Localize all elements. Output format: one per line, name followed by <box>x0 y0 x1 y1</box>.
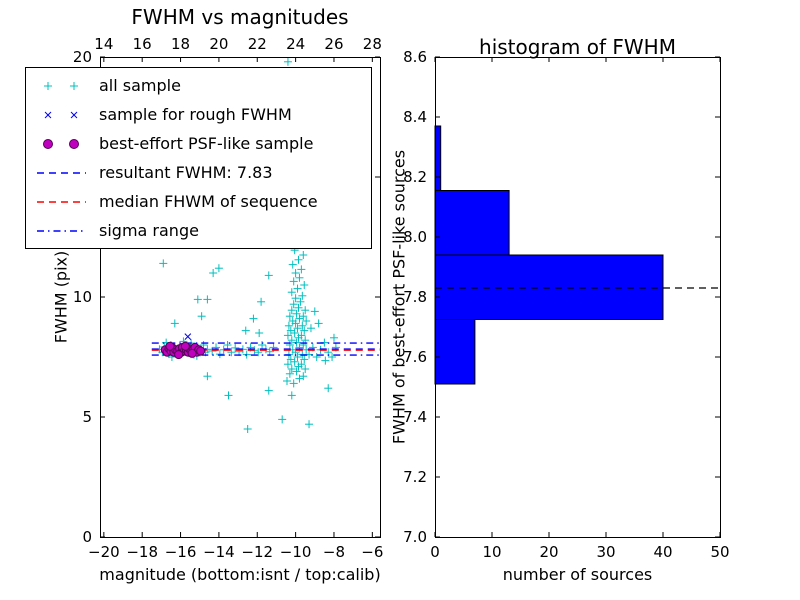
hist-bar <box>434 319 476 385</box>
histogram-title: histogram of FWHM <box>479 35 676 59</box>
hist-ytick-label: 8.6 <box>403 48 427 66</box>
scatter-ytick-label: 5 <box>82 408 92 426</box>
histogram-ylabel: FWHM of best-effort PSF-like sources <box>389 149 409 445</box>
hist-xtick-label: 50 <box>710 543 729 561</box>
hist-ytick-label: 7.6 <box>403 348 427 366</box>
legend-label: all sample <box>99 76 181 95</box>
scatter-top-xtick-label: 14 <box>94 35 113 53</box>
scatter-xtick-label: −18 <box>126 543 158 561</box>
dash-legend-icon <box>37 229 86 232</box>
plus-legend-icon <box>44 81 78 90</box>
legend-label: median FHWM of sequence <box>99 192 318 211</box>
legend-entry-2: best-effort PSF-like sample <box>26 129 371 158</box>
hist-ytick-label: 7.8 <box>403 288 427 306</box>
legend-label: best-effort PSF-like sample <box>99 134 314 153</box>
legend-label: sigma range <box>99 221 199 240</box>
scatter-axes-frame <box>100 57 381 538</box>
scatter-top-xtick-label: 20 <box>209 35 228 53</box>
scatter-xtick-label: −16 <box>165 543 197 561</box>
scatter-xlabel: magnitude (bottom:isnt / top:calib) <box>99 565 381 584</box>
hist-ytick-label: 8.4 <box>403 108 427 126</box>
legend-label: sample for rough FWHM <box>99 105 292 124</box>
hist-xtick-label: 20 <box>539 543 558 561</box>
hist-ytick-label: 8.0 <box>403 228 427 246</box>
x-legend-icon <box>44 111 78 118</box>
scatter-top-xtick-label: 28 <box>363 35 382 53</box>
scatter-top-xtick-label: 22 <box>248 35 267 53</box>
scatter-xtick-label: −10 <box>280 543 312 561</box>
hist-xtick-label: 40 <box>653 543 672 561</box>
hist-xtick-label: 30 <box>596 543 615 561</box>
histogram-xlabel: number of sources <box>502 565 653 584</box>
scatter-top-xtick-label: 24 <box>286 35 305 53</box>
scatter-xtick-label: −12 <box>241 543 273 561</box>
legend-label: resultant FWHM: 7.83 <box>99 163 273 182</box>
legend-entry-5: sigma range <box>26 216 371 245</box>
hist-ytick-label: 7.4 <box>403 408 427 426</box>
hist-ytick-label: 7.2 <box>403 468 427 486</box>
scatter-top-xtick-label: 18 <box>171 35 190 53</box>
scatter-ytick-label: 20 <box>73 48 92 66</box>
dash-legend-icon <box>37 200 86 203</box>
histogram-bars <box>434 125 664 385</box>
legend: all sample sample for rough FWHM best-effo… <box>25 67 372 249</box>
hist-ytick-label: 8.2 <box>403 168 427 186</box>
scatter-title: FWHM vs magnitudes <box>131 5 349 29</box>
legend-entry-0: all sample <box>26 71 371 100</box>
circle-legend-icon <box>43 138 79 149</box>
scatter-top-xtick-label: 26 <box>324 35 343 53</box>
hist-xtick-label: 10 <box>482 543 501 561</box>
legend-entry-3: resultant FWHM: 7.83 <box>26 158 371 187</box>
series-best-effort-psf-like-sample <box>160 341 206 360</box>
scatter-top-xtick-label: 16 <box>133 35 152 53</box>
scatter-ylabel: FWHM (pix) <box>51 250 71 344</box>
hist-xtick-label: 0 <box>430 543 440 561</box>
hist-axes-frame <box>435 57 721 538</box>
scatter-xtick-label: −20 <box>88 543 120 561</box>
hist-bar <box>434 254 664 320</box>
scatter-ytick-label: 0 <box>82 528 92 546</box>
scatter-ytick-label: 10 <box>73 288 92 306</box>
dash-legend-icon <box>37 171 86 174</box>
hist-ytick-label: 7.0 <box>403 528 427 546</box>
hist-bar <box>434 190 510 256</box>
scatter-xtick-label: −6 <box>361 543 383 561</box>
scatter-xtick-label: −14 <box>203 543 235 561</box>
legend-entry-4: median FHWM of sequence <box>26 187 371 216</box>
scatter-xtick-label: −8 <box>323 543 345 561</box>
legend-entry-1: sample for rough FWHM <box>26 100 371 129</box>
